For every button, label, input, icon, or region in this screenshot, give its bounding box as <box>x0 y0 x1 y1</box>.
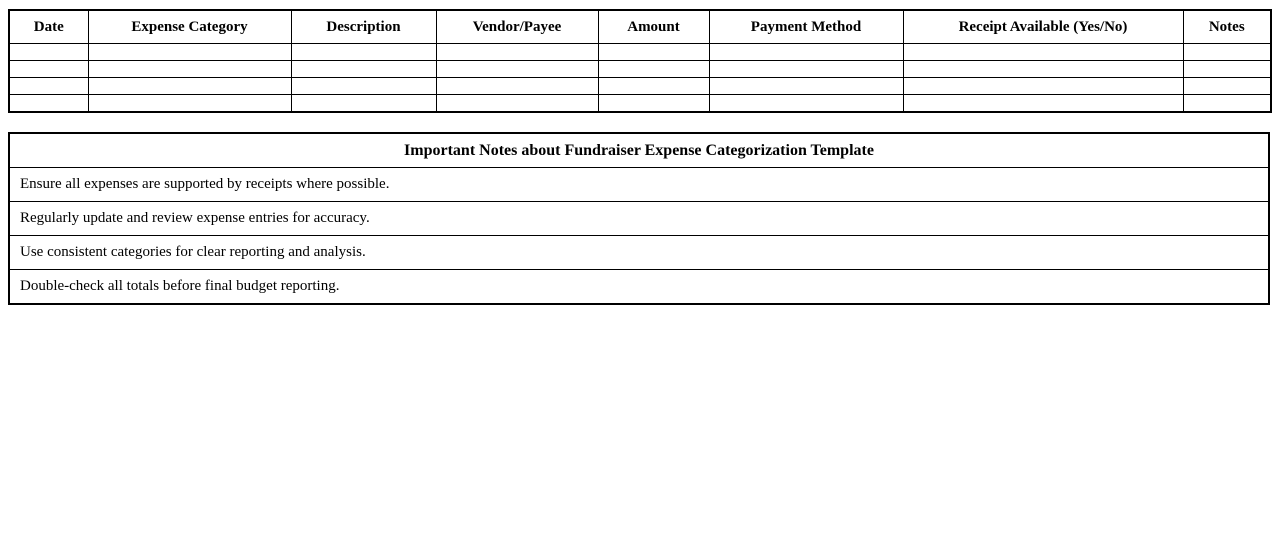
empty-cell <box>8 94 89 113</box>
column-header-payment-method: Payment Method <box>708 9 904 44</box>
empty-cell <box>597 43 710 61</box>
empty-cell <box>708 94 904 113</box>
empty-cell <box>8 77 89 95</box>
empty-cell <box>1182 43 1272 61</box>
empty-cell <box>290 60 437 78</box>
empty-cell <box>435 43 599 61</box>
expense-table-empty-row <box>8 60 1272 78</box>
empty-cell <box>1182 94 1272 113</box>
empty-cell <box>708 60 904 78</box>
important-notes-table: Important Notes about Fundraiser Expense… <box>8 132 1270 305</box>
column-header-date: Date <box>8 9 89 44</box>
empty-cell <box>597 77 710 95</box>
note-row: Use consistent categories for clear repo… <box>8 235 1270 270</box>
empty-cell <box>87 43 292 61</box>
note-text: Regularly update and review expense entr… <box>8 201 1270 236</box>
expense-table: Date Expense Category Description Vendor… <box>8 9 1272 113</box>
column-header-description: Description <box>290 9 437 44</box>
empty-cell <box>87 94 292 113</box>
column-header-expense-category: Expense Category <box>87 9 292 44</box>
notes-title: Important Notes about Fundraiser Expense… <box>8 132 1270 168</box>
empty-cell <box>435 77 599 95</box>
notes-title-row: Important Notes about Fundraiser Expense… <box>8 132 1270 168</box>
empty-cell <box>435 60 599 78</box>
empty-cell <box>87 60 292 78</box>
empty-cell <box>1182 60 1272 78</box>
empty-cell <box>8 60 89 78</box>
empty-cell <box>87 77 292 95</box>
empty-cell <box>708 43 904 61</box>
column-header-amount: Amount <box>597 9 710 44</box>
empty-cell <box>290 43 437 61</box>
empty-cell <box>290 94 437 113</box>
note-row: Ensure all expenses are supported by rec… <box>8 167 1270 202</box>
empty-cell <box>597 94 710 113</box>
empty-cell <box>290 77 437 95</box>
empty-cell <box>902 77 1184 95</box>
expense-table-empty-row <box>8 77 1272 95</box>
expense-table-empty-row <box>8 43 1272 61</box>
column-header-receipt-available: Receipt Available (Yes/No) <box>902 9 1184 44</box>
column-header-notes: Notes <box>1182 9 1272 44</box>
empty-cell <box>708 77 904 95</box>
empty-cell <box>902 43 1184 61</box>
empty-cell <box>1182 77 1272 95</box>
document-page: Date Expense Category Description Vendor… <box>0 9 1278 550</box>
empty-cell <box>902 60 1184 78</box>
column-header-vendor-payee: Vendor/Payee <box>435 9 599 44</box>
note-row: Double-check all totals before final bud… <box>8 269 1270 305</box>
empty-cell <box>902 94 1184 113</box>
note-text: Ensure all expenses are supported by rec… <box>8 167 1270 202</box>
expense-table-header-row: Date Expense Category Description Vendor… <box>8 9 1272 44</box>
note-text: Use consistent categories for clear repo… <box>8 235 1270 270</box>
note-text: Double-check all totals before final bud… <box>8 269 1270 305</box>
expense-table-empty-row <box>8 94 1272 113</box>
note-row: Regularly update and review expense entr… <box>8 201 1270 236</box>
empty-cell <box>435 94 599 113</box>
empty-cell <box>8 43 89 61</box>
empty-cell <box>597 60 710 78</box>
